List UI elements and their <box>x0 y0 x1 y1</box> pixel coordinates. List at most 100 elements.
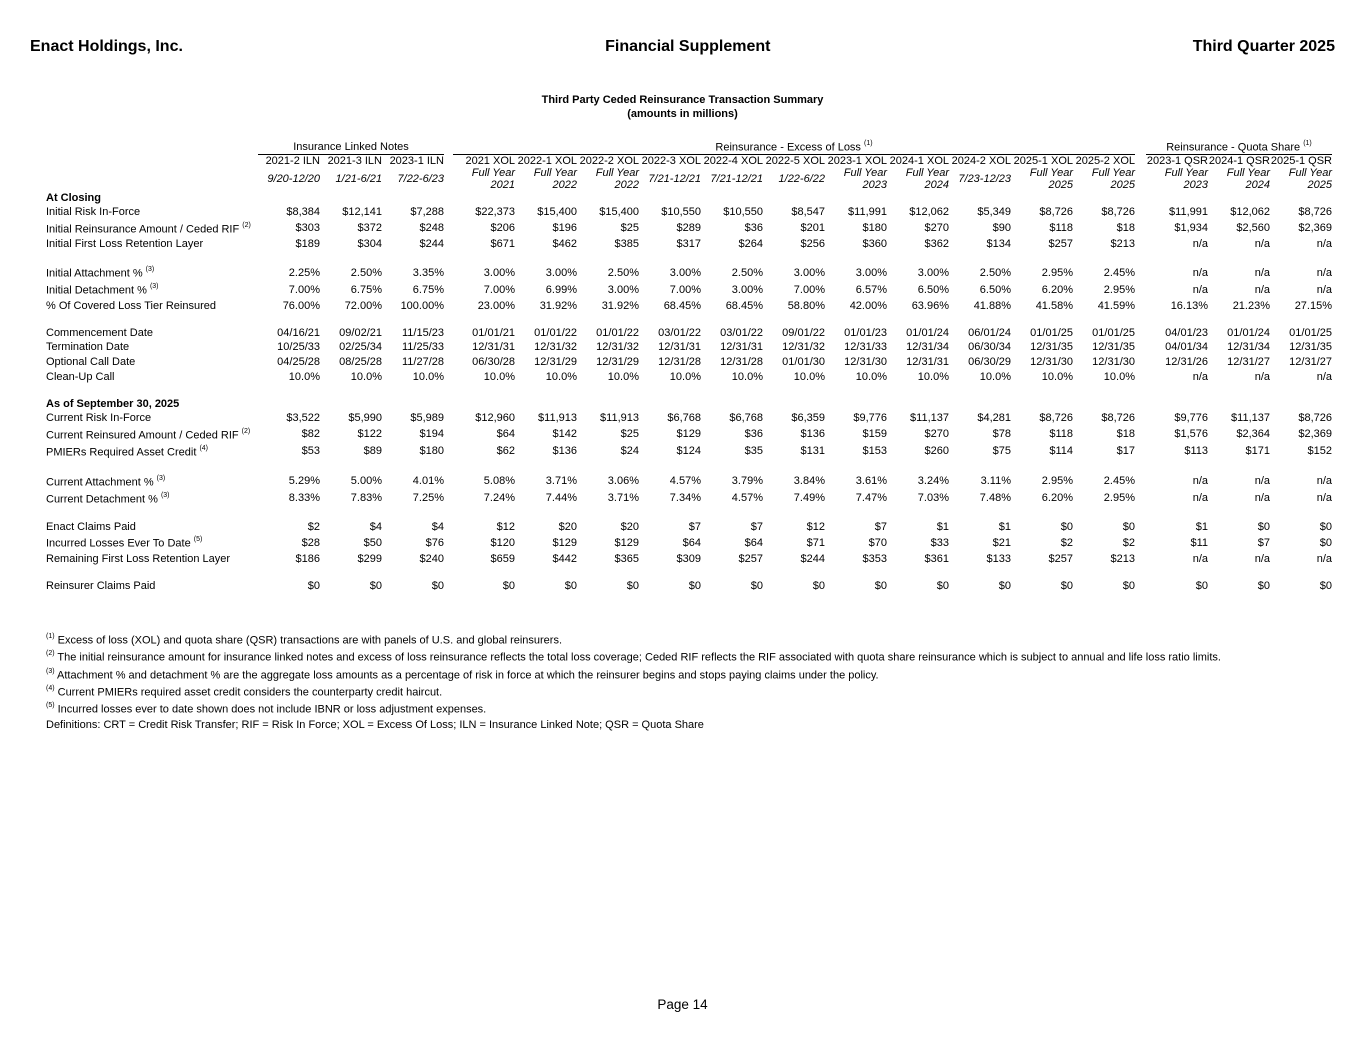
table-cell: 21.23% <box>1232 299 1270 312</box>
superscript: (3) <box>156 474 166 482</box>
table-cell: $8,726 <box>1039 206 1073 219</box>
row-label: Termination Date <box>46 341 130 354</box>
period-label: Full Year 2025 <box>1091 166 1135 191</box>
table-cell: 4.57% <box>731 492 763 505</box>
table-cell: $21 <box>992 536 1011 549</box>
table-cell: $0 <box>1257 579 1270 592</box>
table-cell: 01/01/24 <box>1227 326 1270 339</box>
table-cell: 12/31/35 <box>1092 341 1135 354</box>
period-label: Full Year 2024 <box>905 166 949 191</box>
row-label: Current Risk In-Force <box>46 412 152 425</box>
table-cell: 2.25% <box>288 266 320 279</box>
table-cell: 01/01/24 <box>906 326 949 339</box>
quarter-label: Third Quarter 2025 <box>1192 38 1335 55</box>
table-cell: $5,349 <box>977 206 1011 219</box>
table-cell: 3.84% <box>793 475 825 488</box>
table-row: Termination Date 10/25/33 02/25/34 11/25/33… <box>46 340 1332 355</box>
column-header: 2024-2 XOL <box>951 154 1011 167</box>
column-header: 2022-5 XOL <box>765 154 825 167</box>
row-label: Initial Attachment % (3) <box>46 266 155 280</box>
table-cell: $12 <box>806 520 825 533</box>
table-subtitle: (amounts in millions) <box>627 108 738 120</box>
table-cell: $0 <box>1060 520 1073 533</box>
column-header: 2022-4 XOL <box>703 154 763 167</box>
table-cell: $82 <box>301 428 320 441</box>
table-cell: 12/31/31 <box>906 355 949 368</box>
row-label: Optional Call Date <box>46 355 136 368</box>
column-header: 2021-2 ILN <box>265 154 320 167</box>
table-cell: 6.50% <box>979 283 1011 296</box>
table-cell: n/a <box>1192 238 1208 251</box>
spacer-row <box>46 384 1332 397</box>
table-cell: $64 <box>744 536 763 549</box>
table-cell: $196 <box>552 222 577 235</box>
table-cell: $6,768 <box>729 412 763 425</box>
table-cell: $194 <box>419 428 444 441</box>
table-cell: 08/25/28 <box>339 355 382 368</box>
table-cell: $129 <box>614 536 639 549</box>
period-label: 7/22-6/23 <box>397 172 444 185</box>
table-cell: $6,768 <box>667 412 701 425</box>
table-cell: $186 <box>295 552 320 565</box>
period-label: 1/22-6/22 <box>778 172 825 185</box>
table-cell: $1,576 <box>1174 428 1208 441</box>
period-row: 9/20-12/20 1/21-6/21 7/22-6/23 Full Year 202… <box>46 167 1332 191</box>
row-label: Initial Risk In-Force <box>46 206 141 219</box>
superscript: (2) <box>46 650 55 658</box>
table-cell: $257 <box>738 552 763 565</box>
table-cell: n/a <box>1316 238 1332 251</box>
row-label: % Of Covered Loss Tier Reinsured <box>46 299 216 312</box>
company-name: Enact Holdings, Inc. <box>30 38 183 55</box>
table-cell: 01/01/25 <box>1092 326 1135 339</box>
table-cell: n/a <box>1316 552 1332 565</box>
table-cell: 2.50% <box>979 266 1011 279</box>
period-label: Full Year 2025 <box>1288 166 1332 191</box>
table-cell: $12,062 <box>1230 206 1270 219</box>
table-cell: $2,560 <box>1236 222 1270 235</box>
table-cell: 2.50% <box>350 266 382 279</box>
table-cell: $33 <box>930 536 949 549</box>
row-label: Commencement Date <box>46 326 153 339</box>
table-cell: $10,550 <box>723 206 763 219</box>
table-cell: $257 <box>1048 552 1073 565</box>
column-header: 2023-1 QSR <box>1146 154 1208 167</box>
table-cell: n/a <box>1254 238 1270 251</box>
column-header: 2022-3 XOL <box>641 154 701 167</box>
table-cell: 58.80% <box>787 299 825 312</box>
table-cell: $0 <box>688 579 701 592</box>
table-cell: $20 <box>620 520 639 533</box>
table-cell: 2.50% <box>731 266 763 279</box>
table-cell: $36 <box>744 428 763 441</box>
column-header: 2023-1 ILN <box>389 154 444 167</box>
footnote-line: (3) Attachment % and detachment % are th… <box>46 667 879 682</box>
table-cell: 68.45% <box>663 299 701 312</box>
table-cell: $2 <box>1122 536 1135 549</box>
table-cell: 12/31/29 <box>534 355 577 368</box>
table-cell: $0 <box>307 579 320 592</box>
table-cell: $0 <box>564 579 577 592</box>
table-cell: $0 <box>502 579 515 592</box>
table-cell: 2.95% <box>1103 283 1135 296</box>
table-cell: 31.92% <box>539 299 577 312</box>
table-cell: 6.57% <box>855 283 887 296</box>
table-cell: 12/31/35 <box>1030 341 1073 354</box>
table-cell: $159 <box>862 428 887 441</box>
period-label: Full Year 2024 <box>1226 166 1270 191</box>
table-cell: 3.35% <box>412 266 444 279</box>
table-cell: 10.0% <box>607 370 639 383</box>
table-cell: 3.06% <box>607 475 639 488</box>
table-cell: 10.0% <box>793 370 825 383</box>
table-row: PMIERs Required Asset Credit (4) $53 $89 $1… <box>46 443 1332 460</box>
table-cell: $361 <box>924 552 949 565</box>
table-cell: 2.95% <box>1041 266 1073 279</box>
superscript: (4) <box>46 685 55 693</box>
table-cell: $5,989 <box>410 412 444 425</box>
table-cell: $8,547 <box>791 206 825 219</box>
table-cell: $0 <box>1195 579 1208 592</box>
table-cell: $270 <box>924 222 949 235</box>
table-cell: 12/31/35 <box>1289 341 1332 354</box>
table-cell: 12/31/32 <box>782 341 825 354</box>
table-cell: 7.48% <box>979 492 1011 505</box>
table-row: Commencement Date 04/16/21 09/02/21 11/15/2… <box>46 326 1332 341</box>
table-cell: 4.57% <box>669 475 701 488</box>
